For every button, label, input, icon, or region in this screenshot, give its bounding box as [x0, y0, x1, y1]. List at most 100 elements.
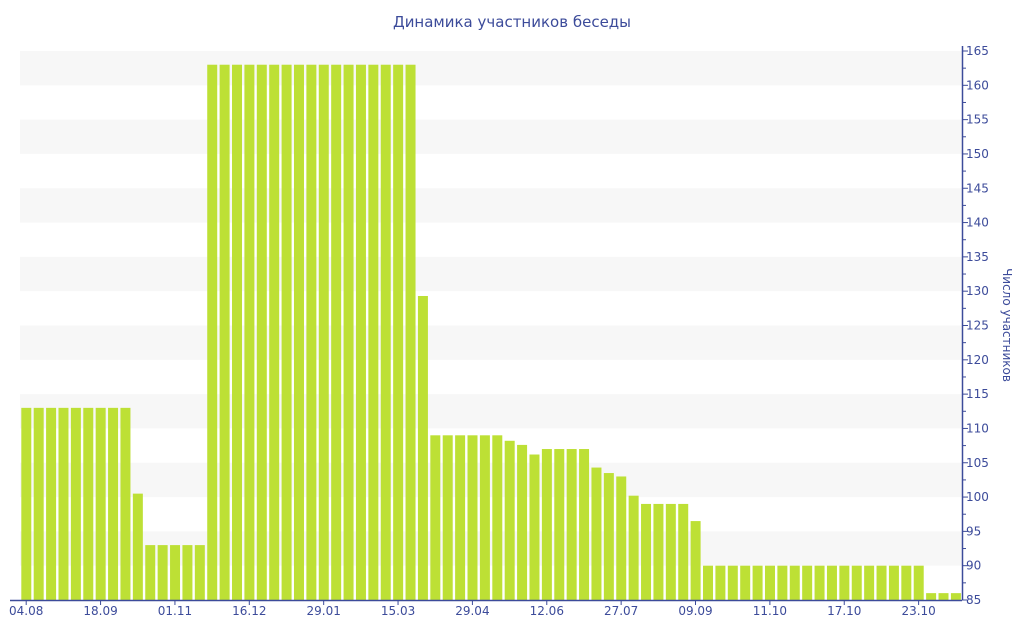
- y-axis-label: Число участников: [1000, 268, 1014, 382]
- bar: [814, 565, 825, 600]
- bar: [579, 449, 590, 600]
- bar: [58, 407, 69, 600]
- x-tick-label: 17.10: [827, 604, 861, 618]
- bar: [764, 565, 775, 600]
- x-tick-label: 09.09: [678, 604, 712, 618]
- x-tick-label: 18.09: [83, 604, 117, 618]
- grid-band: [20, 51, 962, 86]
- bar: [529, 454, 540, 600]
- bar: [120, 407, 131, 600]
- y-tick-label: 115: [966, 387, 989, 401]
- bar: [826, 565, 837, 600]
- x-tick-label: 16.12: [232, 604, 266, 618]
- bar: [405, 64, 416, 601]
- bar: [504, 440, 515, 600]
- bar: [368, 64, 379, 601]
- bar: [913, 565, 924, 600]
- bar: [33, 407, 44, 600]
- y-tick-label: 95: [966, 524, 981, 538]
- bar: [628, 495, 639, 600]
- bar: [21, 407, 32, 600]
- bar: [83, 407, 94, 600]
- bar: [950, 593, 961, 600]
- bar: [95, 407, 106, 600]
- bar: [430, 435, 441, 600]
- y-tick-label: 135: [966, 250, 989, 264]
- bar: [492, 435, 503, 600]
- bar: [182, 545, 193, 600]
- bar: [355, 64, 366, 601]
- bar: [715, 565, 726, 600]
- x-tick-label: 12.06: [530, 604, 564, 618]
- x-tick-label: 29.04: [455, 604, 489, 618]
- x-tick-label: 27.07: [604, 604, 638, 618]
- bar: [269, 64, 280, 601]
- x-tick-label: 23.10: [901, 604, 935, 618]
- y-tick-label: 155: [966, 113, 989, 127]
- bar: [479, 435, 490, 600]
- x-tick-label: 04.08: [9, 604, 43, 618]
- bar: [219, 64, 230, 601]
- grid-band: [20, 394, 962, 429]
- bar: [591, 467, 602, 600]
- y-tick-label: 150: [966, 147, 989, 161]
- y-tick-label: 120: [966, 353, 989, 367]
- bar: [194, 545, 205, 600]
- bar: [740, 565, 751, 600]
- bar: [244, 64, 255, 601]
- y-tick-label: 145: [966, 181, 989, 195]
- bar: [777, 565, 788, 600]
- grid-band: [20, 325, 962, 360]
- x-tick-label: 29.01: [306, 604, 340, 618]
- bar: [145, 545, 156, 600]
- bar: [467, 435, 478, 600]
- bar: [789, 565, 800, 600]
- y-tick-label: 90: [966, 559, 981, 573]
- bar: [46, 407, 57, 600]
- bar: [170, 545, 181, 600]
- bar: [938, 593, 949, 600]
- bar: [851, 565, 862, 600]
- bar: [616, 476, 627, 600]
- x-tick-label: 11.10: [753, 604, 787, 618]
- y-tick-label: 165: [966, 44, 989, 58]
- bar: [331, 64, 342, 601]
- chart-title: Динамика участников беседы: [392, 13, 632, 31]
- bar: [318, 64, 329, 601]
- y-tick-label: 125: [966, 319, 989, 333]
- grid-band: [20, 462, 962, 498]
- bar: [554, 449, 565, 600]
- bar: [802, 565, 813, 600]
- bar: [926, 593, 937, 600]
- grid-band: [20, 119, 962, 154]
- bar: [207, 64, 218, 601]
- bar: [157, 545, 168, 600]
- bar: [727, 565, 738, 600]
- bar: [306, 64, 317, 601]
- bar: [417, 295, 428, 600]
- y-tick-label: 85: [966, 593, 981, 607]
- y-tick-label: 130: [966, 284, 989, 298]
- x-tick-label: 15.03: [381, 604, 415, 618]
- bar: [455, 435, 466, 600]
- bar: [541, 449, 552, 600]
- bar: [901, 565, 912, 600]
- y-tick-label: 140: [966, 216, 989, 230]
- bar: [108, 407, 119, 600]
- y-tick-label: 100: [966, 490, 989, 504]
- x-tick-label: 01.11: [158, 604, 192, 618]
- bar: [653, 503, 664, 600]
- bar: [393, 64, 404, 601]
- bar: [839, 565, 850, 600]
- grid-band: [20, 188, 962, 223]
- bar: [256, 64, 267, 601]
- bar: [442, 435, 453, 600]
- bar: [343, 64, 354, 601]
- y-tick-label: 160: [966, 78, 989, 92]
- bar: [690, 521, 701, 600]
- bar: [232, 64, 243, 601]
- bar: [517, 444, 528, 600]
- bar: [703, 565, 714, 600]
- bar: [132, 493, 143, 600]
